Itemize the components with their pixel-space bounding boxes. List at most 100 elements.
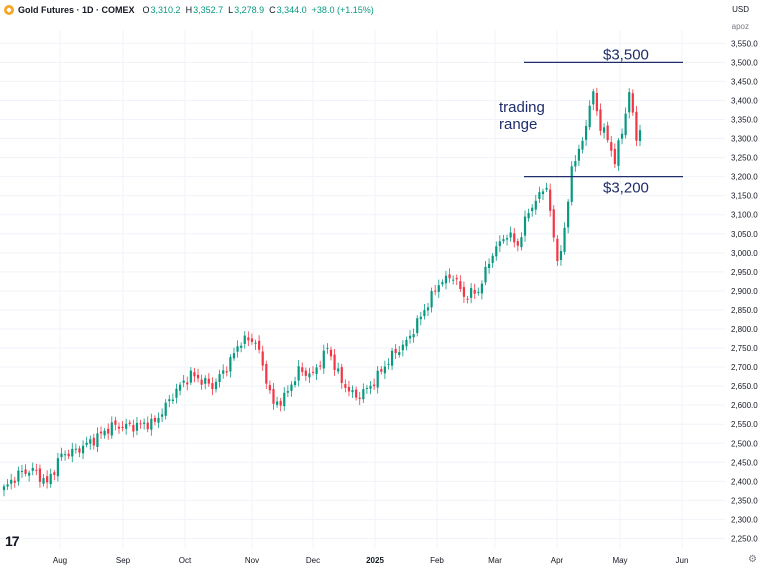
candle-body xyxy=(49,473,52,485)
symbol-title[interactable]: Gold Futures · 1D · COMEX xyxy=(18,5,135,15)
candle-body xyxy=(401,344,404,351)
low-value: 3,278.9 xyxy=(234,5,265,15)
y-tick-label: 2,650.0 xyxy=(731,382,758,391)
candle-body xyxy=(161,414,164,417)
candle-body xyxy=(258,340,261,350)
candle-body xyxy=(135,422,139,431)
open-label: O xyxy=(142,5,150,15)
settings-gear-icon[interactable]: ⚙ xyxy=(748,554,757,565)
candle-body xyxy=(117,426,121,429)
x-tick-label: Mar xyxy=(488,556,502,565)
candle-body xyxy=(487,263,491,268)
candle-body xyxy=(178,384,182,391)
candle-body xyxy=(211,383,214,390)
candle-body xyxy=(380,369,383,372)
candle-body xyxy=(344,384,347,388)
x-tick-label: Dec xyxy=(306,556,320,565)
candle-body xyxy=(545,187,548,190)
y-tick-label: 3,550.0 xyxy=(731,39,758,48)
candle-body xyxy=(193,372,196,377)
y-tick-label: 3,000.0 xyxy=(731,249,758,258)
candle-body xyxy=(613,148,616,165)
candle-body xyxy=(17,470,20,482)
candle-body xyxy=(38,468,42,482)
candle-body xyxy=(74,448,77,450)
candle-body xyxy=(412,334,415,338)
candle-body xyxy=(480,283,483,294)
candle-body xyxy=(229,357,232,372)
close-label: C xyxy=(269,5,276,15)
candle-body xyxy=(416,318,419,334)
candle-body xyxy=(470,288,473,298)
y-tick-label: 2,350.0 xyxy=(731,496,758,505)
candle-body xyxy=(175,388,178,398)
candle-body xyxy=(268,385,271,391)
candle-body xyxy=(232,353,236,359)
y-tick-label: 3,150.0 xyxy=(731,192,758,201)
candle-body xyxy=(430,291,433,308)
candle-body xyxy=(574,161,577,167)
candle-body xyxy=(570,166,573,202)
candle-body xyxy=(182,380,185,383)
candle-body xyxy=(358,397,361,399)
candle-body xyxy=(315,367,318,375)
candle-body xyxy=(204,378,207,384)
candle-body xyxy=(610,142,613,151)
close-value: 3,344.0 xyxy=(276,5,307,15)
x-tick-label: Jun xyxy=(676,556,689,565)
currency-label[interactable]: USD xyxy=(732,5,749,14)
candle-body xyxy=(452,279,455,281)
candle-body xyxy=(164,402,167,416)
candle-body xyxy=(588,105,591,128)
candle-body xyxy=(96,433,99,448)
candle-body xyxy=(92,437,95,446)
candle-body xyxy=(42,478,45,484)
candle-body xyxy=(387,363,390,365)
y-tick-label: 3,300.0 xyxy=(731,135,758,144)
high-label: H xyxy=(185,5,193,15)
candle-body xyxy=(602,127,606,133)
high-value: 3,352.7 xyxy=(193,5,224,15)
candle-body xyxy=(398,352,401,355)
candle-body xyxy=(171,399,174,402)
candle-body xyxy=(523,216,527,236)
candle-body xyxy=(513,233,516,243)
candle-body xyxy=(631,93,634,113)
candle-body xyxy=(132,425,135,432)
candle-body xyxy=(304,370,307,376)
candle-body xyxy=(405,340,408,347)
x-tick-label: Feb xyxy=(430,556,444,565)
candle-body xyxy=(434,290,437,292)
candle-body xyxy=(408,335,412,339)
candle-body xyxy=(577,148,581,161)
candle-body xyxy=(383,366,386,374)
candle-body xyxy=(351,389,354,393)
candle-body xyxy=(283,392,286,407)
candle-body xyxy=(157,417,160,423)
candle-body xyxy=(24,469,27,474)
candle-body xyxy=(125,423,128,429)
candle-body xyxy=(505,238,509,240)
candle-body xyxy=(595,92,598,112)
candle-body xyxy=(214,381,218,390)
candle-body xyxy=(624,113,627,136)
candle-body xyxy=(110,422,113,436)
candle-body xyxy=(419,316,422,320)
candle-body xyxy=(186,382,189,385)
candle-body xyxy=(128,422,131,424)
candle-body xyxy=(261,351,264,366)
candle-body xyxy=(592,91,595,105)
y-tick-label: 3,050.0 xyxy=(731,230,758,239)
candle-body xyxy=(635,111,638,141)
candle-body xyxy=(628,92,631,113)
candle-body xyxy=(243,335,246,344)
candle-body xyxy=(498,241,501,247)
y-tick-label: 3,400.0 xyxy=(731,96,758,105)
candle-body xyxy=(567,201,570,228)
candle-body xyxy=(516,241,519,246)
y-tick-label: 3,500.0 xyxy=(731,58,758,67)
candle-body xyxy=(426,307,430,311)
candle-body xyxy=(85,442,88,445)
candle-body xyxy=(322,350,325,369)
